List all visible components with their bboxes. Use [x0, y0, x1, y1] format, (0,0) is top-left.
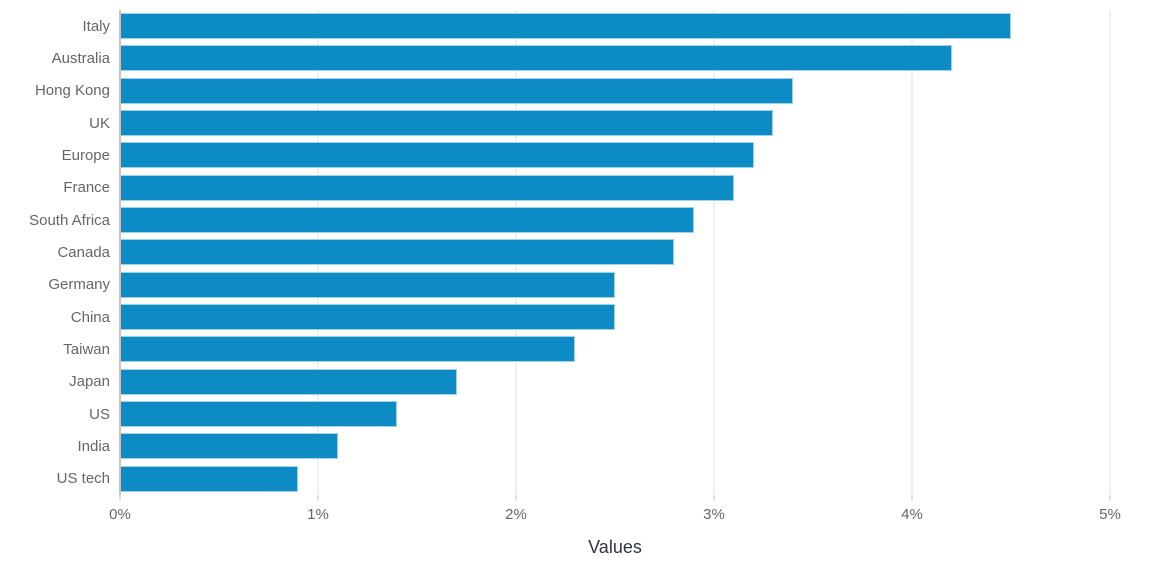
bar-track [120, 139, 1110, 171]
bar [120, 142, 754, 169]
chart-row: Australia [10, 42, 1110, 74]
x-tick-mark [119, 495, 121, 501]
category-label: Germany [48, 276, 110, 294]
bar-track [120, 236, 1110, 268]
chart-row: Taiwan [10, 333, 1110, 365]
category-label: Italy [82, 17, 110, 35]
category-label: India [77, 437, 110, 455]
bar [120, 13, 1011, 40]
category-label: US [89, 405, 110, 423]
chart-row: Europe [10, 139, 1110, 171]
bar [120, 45, 952, 72]
category-label: Australia [51, 49, 110, 67]
x-axis-title: Values [588, 537, 642, 557]
bar [120, 401, 398, 428]
bar-track [120, 10, 1110, 42]
chart-row: Japan [10, 366, 1110, 398]
x-tick-label: 0% [109, 506, 131, 523]
category-label: Europe [61, 146, 110, 164]
bar-rows: Italy Australia Hong Kong UK Europe France Sou… [10, 10, 1110, 495]
bar-track [120, 463, 1110, 495]
category-label: South Africa [29, 211, 110, 229]
category-label: Taiwan [63, 340, 110, 358]
bar-track [120, 301, 1110, 333]
x-tick-mark [515, 495, 517, 501]
bar [120, 239, 675, 266]
chart-row: US [10, 398, 1110, 430]
plot-area: Italy Australia Hong Kong UK Europe France Sou… [10, 10, 1111, 495]
bar [120, 336, 576, 363]
chart-row: Hong Kong [10, 75, 1110, 107]
bar [120, 433, 338, 460]
bar [120, 465, 299, 492]
x-axis: Values 0% 1% 2% 3% 4% 5% [109, 495, 1121, 566]
x-tick-label: 4% [901, 506, 923, 523]
x-tick-mark [317, 495, 319, 501]
bar-track [120, 333, 1110, 365]
bar [120, 368, 457, 395]
x-tick-label: 1% [307, 506, 329, 523]
category-label: US tech [56, 470, 110, 488]
bar [120, 174, 734, 201]
bar [120, 110, 774, 137]
x-tick-label: 5% [1099, 506, 1121, 523]
x-tick-mark [911, 495, 913, 501]
category-label: Canada [57, 243, 110, 261]
category-label: UK [89, 114, 110, 132]
bar-track [120, 366, 1110, 398]
bar [120, 304, 615, 331]
bar [120, 271, 615, 298]
x-tick-mark [1109, 495, 1111, 501]
bar-track [120, 430, 1110, 462]
bar [120, 207, 695, 234]
bar-track [120, 398, 1110, 430]
chart-row: South Africa [10, 204, 1110, 236]
chart-row: Italy [10, 10, 1110, 42]
chart-row: China [10, 301, 1110, 333]
chart-row: UK [10, 107, 1110, 139]
chart-row: Canada [10, 236, 1110, 268]
chart-row: Germany [10, 269, 1110, 301]
category-label: Japan [69, 373, 110, 391]
chart-row: US tech [10, 463, 1110, 495]
category-label: China [70, 308, 110, 326]
bar-track [120, 107, 1110, 139]
bar-track [120, 42, 1110, 74]
chart-row: France [10, 172, 1110, 204]
x-tick-mark [713, 495, 715, 501]
category-label: France [63, 179, 110, 197]
x-tick-label: 2% [505, 506, 527, 523]
bar-track [120, 172, 1110, 204]
chart-row: India [10, 430, 1110, 462]
x-tick-label: 3% [703, 506, 725, 523]
bar [120, 77, 794, 104]
bar-track [120, 204, 1110, 236]
bar-track [120, 75, 1110, 107]
category-label: Hong Kong [34, 82, 110, 100]
bar-track [120, 269, 1110, 301]
